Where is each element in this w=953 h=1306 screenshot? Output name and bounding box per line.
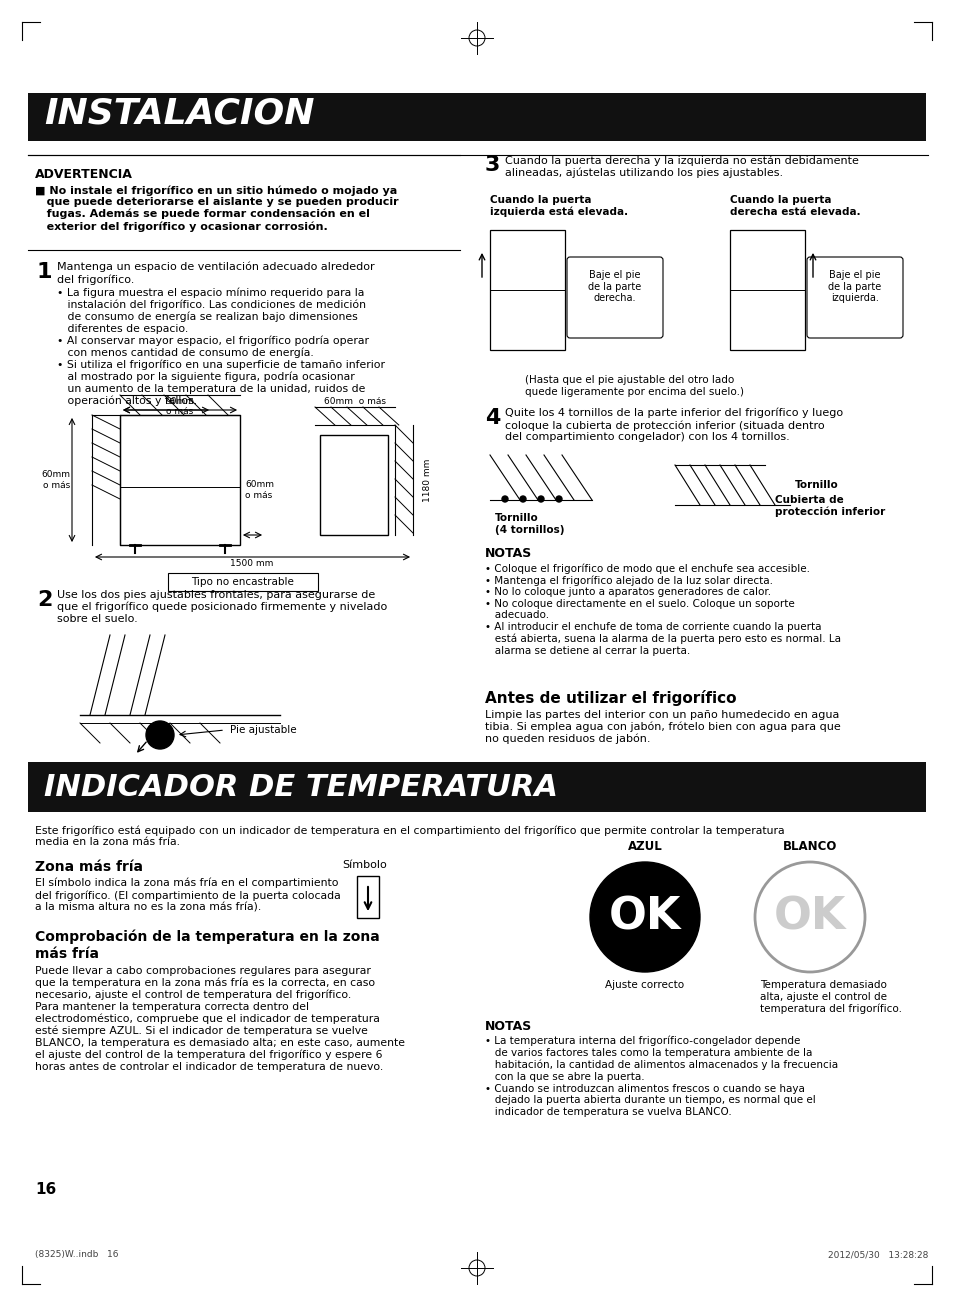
Text: • Coloque el frigorífico de modo que el enchufe sea accesible.
• Mantenga el fri: • Coloque el frigorífico de modo que el … xyxy=(484,563,841,656)
Text: El símbolo indica la zona más fría en el compartimiento
del frigorífico. (El com: El símbolo indica la zona más fría en el… xyxy=(35,878,340,913)
Text: 1: 1 xyxy=(37,263,52,282)
Text: Baje el pie
de la parte
izquierda.: Baje el pie de la parte izquierda. xyxy=(827,270,881,303)
Text: • La temperatura interna del frigorífico-congelador depende
   de varios factore: • La temperatura interna del frigorífico… xyxy=(484,1036,838,1117)
Circle shape xyxy=(754,862,864,972)
Text: Tornillo: Tornillo xyxy=(794,481,838,490)
Circle shape xyxy=(537,496,543,502)
Bar xyxy=(319,435,388,535)
Text: BLANCO: BLANCO xyxy=(782,840,837,853)
Text: Cuando la puerta
izquierda está elevada.: Cuando la puerta izquierda está elevada. xyxy=(490,195,627,217)
Text: 1180 mm: 1180 mm xyxy=(422,458,432,502)
Text: INSTALACION: INSTALACION xyxy=(44,97,314,131)
Text: 60mm  o más: 60mm o más xyxy=(324,397,386,406)
Bar xyxy=(28,93,925,141)
Text: OK: OK xyxy=(773,896,845,939)
Text: 3: 3 xyxy=(484,155,500,175)
Text: Tornillo
(4 tornillos): Tornillo (4 tornillos) xyxy=(495,513,564,534)
Text: Baje el pie
de la parte
derecha.: Baje el pie de la parte derecha. xyxy=(588,270,641,303)
Text: Limpie las partes del interior con un paño humedecido en agua
tibia. Si emplea a: Limpie las partes del interior con un pa… xyxy=(484,710,840,744)
Text: • La figura muestra el espacio mínimo requerido para la
   instalación del frigo: • La figura muestra el espacio mínimo re… xyxy=(57,287,385,406)
Text: Este frigorífico está equipado con un indicador de temperatura en el compartimie: Este frigorífico está equipado con un in… xyxy=(35,825,783,848)
Text: Tipo no encastrable: Tipo no encastrable xyxy=(192,577,294,586)
Text: NOTAS: NOTAS xyxy=(484,1020,532,1033)
Circle shape xyxy=(556,496,561,502)
Text: (8325)W..indb   16: (8325)W..indb 16 xyxy=(35,1250,118,1259)
Bar xyxy=(168,573,317,592)
Text: Cubierta de
protección inferior: Cubierta de protección inferior xyxy=(774,495,884,517)
Bar xyxy=(356,876,378,918)
Text: Cuando la puerta derecha y la izquierda no están debidamente
alineadas, ajústela: Cuando la puerta derecha y la izquierda … xyxy=(504,155,858,178)
Text: Antes de utilizar el frigorífico: Antes de utilizar el frigorífico xyxy=(484,690,736,707)
Text: Mantenga un espacio de ventilación adecuado alrededor
del frigorífico.: Mantenga un espacio de ventilación adecu… xyxy=(57,263,375,285)
Text: 90mm
o más: 90mm o más xyxy=(165,397,194,417)
Circle shape xyxy=(589,862,700,972)
Text: Cuando la puerta
derecha está elevada.: Cuando la puerta derecha está elevada. xyxy=(729,195,860,217)
Text: ADVERTENCIA: ADVERTENCIA xyxy=(35,168,132,182)
Text: Use los dos pies ajustables frontales, para asegurarse de
que el frigorífico que: Use los dos pies ajustables frontales, p… xyxy=(57,590,387,624)
Text: 4: 4 xyxy=(484,407,500,428)
Text: Quite los 4 tornillos de la parte inferior del frigorífico y luego
coloque la cu: Quite los 4 tornillos de la parte inferi… xyxy=(504,407,842,443)
Text: ■ No instale el frigorífico en un sitio húmedo o mojado ya
   que puede deterior: ■ No instale el frigorífico en un sitio … xyxy=(35,185,398,231)
Text: INDICADOR DE TEMPERATURA: INDICADOR DE TEMPERATURA xyxy=(44,773,558,802)
Bar xyxy=(490,230,564,350)
Text: Símbolo: Símbolo xyxy=(342,859,387,870)
Circle shape xyxy=(501,496,507,502)
Text: OK: OK xyxy=(608,896,680,939)
Text: 1500 mm: 1500 mm xyxy=(230,559,274,568)
FancyBboxPatch shape xyxy=(806,257,902,338)
Bar xyxy=(120,415,240,545)
Circle shape xyxy=(519,496,525,502)
Text: Zona más fría: Zona más fría xyxy=(35,859,143,874)
Bar xyxy=(28,761,925,812)
Text: Puede llevar a cabo comprobaciones regulares para asegurar
que la temperatura en: Puede llevar a cabo comprobaciones regul… xyxy=(35,966,405,1072)
Text: AZUL: AZUL xyxy=(627,840,661,853)
Bar xyxy=(729,230,804,350)
Text: 60mm
o más: 60mm o más xyxy=(41,470,70,490)
Text: Pie ajustable: Pie ajustable xyxy=(230,725,296,735)
FancyBboxPatch shape xyxy=(566,257,662,338)
Text: 60mm
o más: 60mm o más xyxy=(245,481,274,500)
Circle shape xyxy=(146,721,173,750)
Text: 2012/05/30   13:28:28: 2012/05/30 13:28:28 xyxy=(827,1250,927,1259)
Text: Temperatura demasiado
alta, ajuste el control de
temperatura del frigorífico.: Temperatura demasiado alta, ajuste el co… xyxy=(760,980,901,1013)
Text: 16: 16 xyxy=(35,1182,56,1198)
Text: Comprobación de la temperatura en la zona
más fría: Comprobación de la temperatura en la zon… xyxy=(35,930,379,961)
Text: 2: 2 xyxy=(37,590,52,610)
Text: (Hasta que el pie ajustable del otro lado
quede ligeramente por encima del suelo: (Hasta que el pie ajustable del otro lad… xyxy=(524,375,743,397)
Text: NOTAS: NOTAS xyxy=(484,547,532,560)
Text: Ajuste correcto: Ajuste correcto xyxy=(605,980,684,990)
